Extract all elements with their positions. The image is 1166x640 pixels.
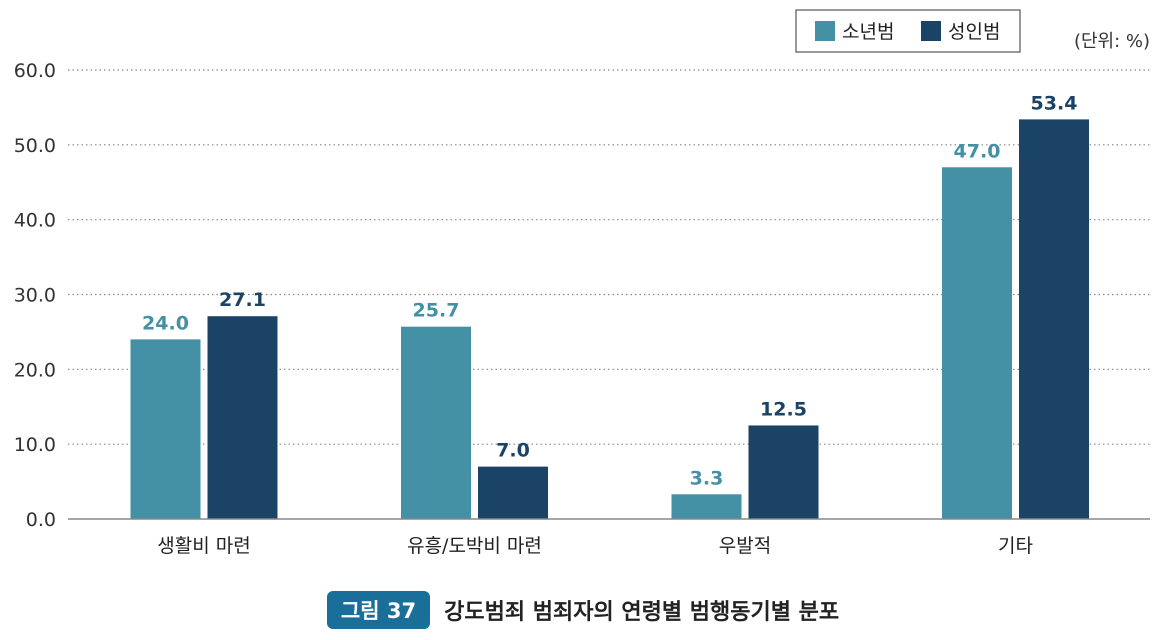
figure-title: 강도범죄 범죄자의 연령별 범행동기별 분포 (444, 600, 840, 625)
bar (130, 339, 201, 519)
figure-number-badge: 그림 37 (326, 591, 431, 629)
x-tick-label: 생활비 마련 (157, 535, 250, 557)
figure-caption: 그림 37 강도범죄 범죄자의 연령별 범행동기별 분포 (0, 590, 1166, 630)
legend-label-youth: 소년범 (842, 21, 894, 43)
data-label: 7.0 (496, 440, 530, 462)
legend: 소년범 성인범 (795, 9, 1021, 53)
bar (671, 494, 742, 519)
data-label: 27.1 (219, 289, 266, 311)
bar (748, 425, 819, 519)
legend-label-adult: 성인범 (948, 21, 1000, 43)
x-axis-ticks: 생활비 마련 유흥/도박비 마련 우발적 기타 (157, 535, 1033, 557)
x-tick-label: 우발적 (719, 535, 771, 557)
data-label: 53.4 (1031, 92, 1078, 114)
unit-label: (단위: %) (1074, 31, 1150, 52)
y-tick-label: 20.0 (14, 359, 56, 381)
data-labels: 24.0 27.1 25.7 7.0 3.3 12.5 47.0 53.4 (142, 92, 1077, 489)
data-label: 24.0 (142, 312, 189, 334)
x-tick-label: 기타 (998, 535, 1033, 557)
y-tick-label: 0.0 (26, 509, 56, 531)
bar-chart: 0.0 10.0 20.0 30.0 40.0 50.0 60.0 24.0 27.1 25.7… (14, 9, 1150, 557)
y-axis-ticks: 0.0 10.0 20.0 30.0 40.0 50.0 60.0 (14, 60, 56, 531)
data-label: 3.3 (690, 467, 724, 489)
y-tick-label: 60.0 (14, 60, 56, 82)
bar (478, 466, 548, 519)
data-label: 12.5 (760, 398, 807, 420)
bar (207, 316, 278, 519)
bars (130, 119, 1089, 520)
legend-swatch-youth (815, 21, 835, 41)
x-tick-label: 유흥/도박비 마련 (407, 535, 542, 557)
legend-swatch-adult (921, 21, 941, 41)
bar (942, 167, 1012, 520)
y-tick-label: 50.0 (14, 135, 56, 157)
y-tick-label: 40.0 (14, 210, 56, 232)
data-label: 25.7 (413, 300, 460, 322)
data-label: 47.0 (954, 140, 1001, 162)
y-tick-label: 30.0 (14, 285, 56, 307)
bar (1019, 119, 1089, 519)
y-tick-label: 10.0 (14, 434, 56, 456)
bar (401, 326, 471, 519)
